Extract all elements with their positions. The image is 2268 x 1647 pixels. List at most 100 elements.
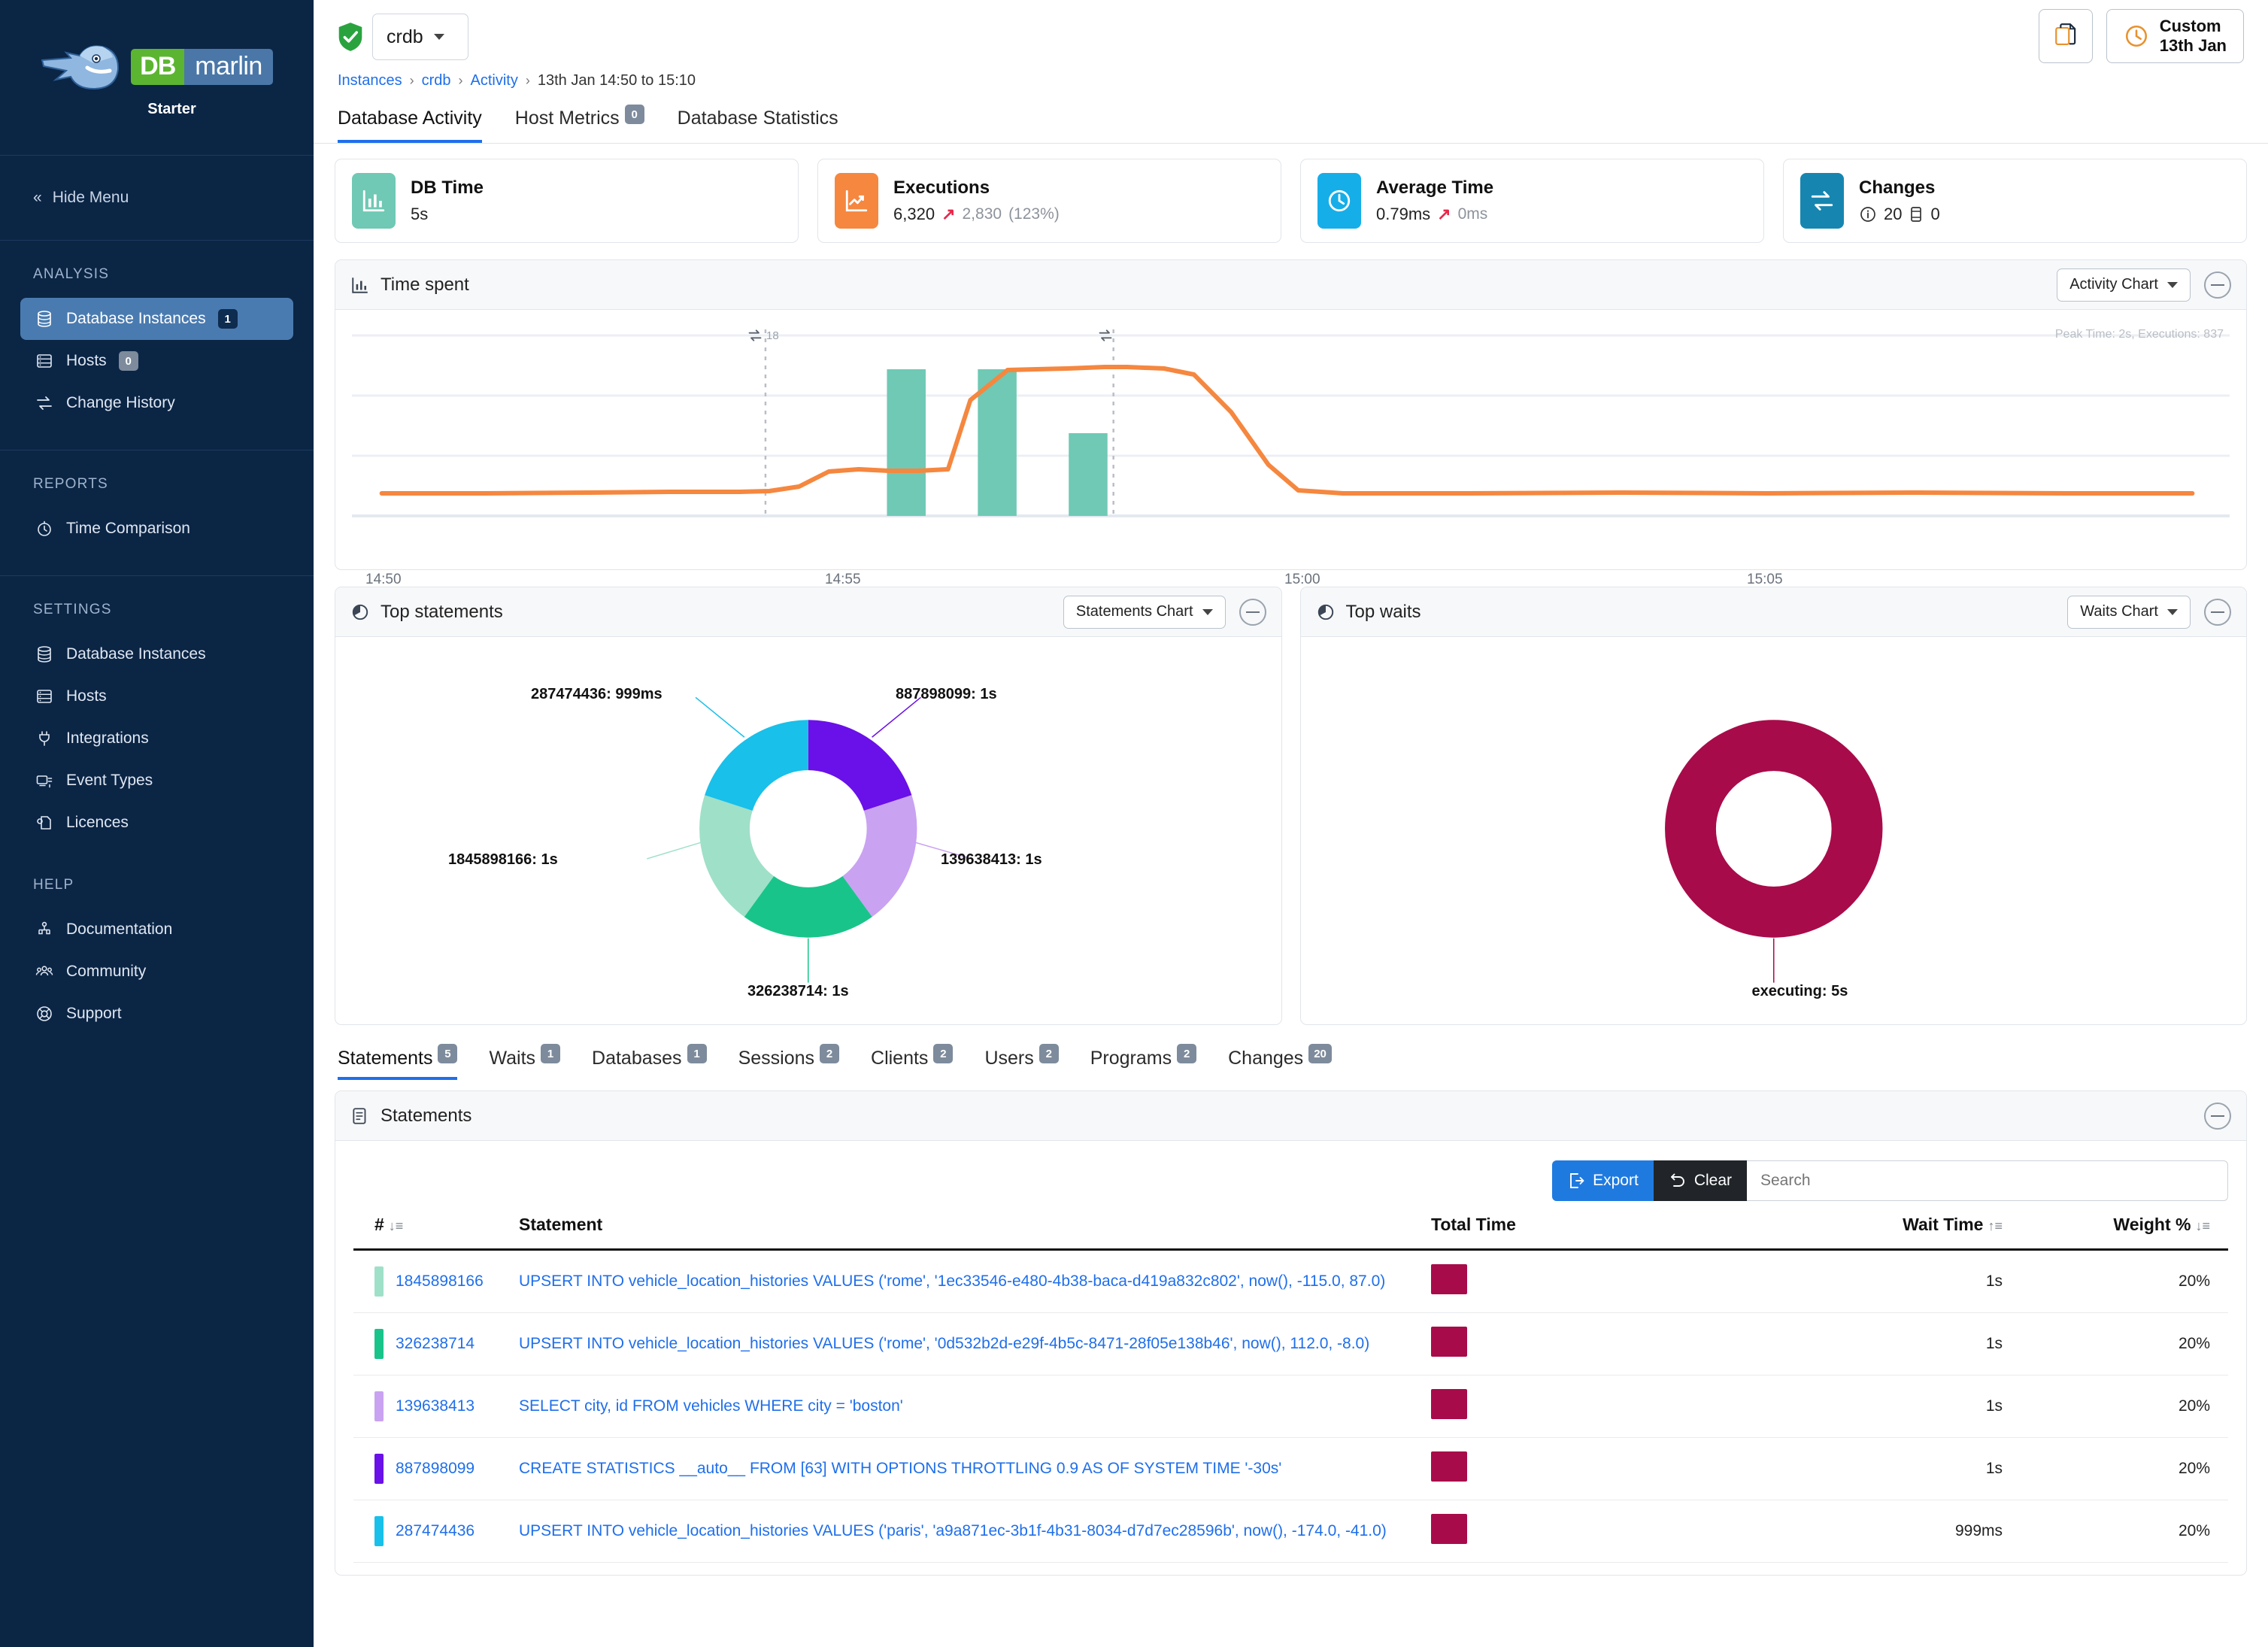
color-chip: [374, 1266, 384, 1297]
subtab-clients[interactable]: Clients 2: [871, 1044, 954, 1080]
cell-index: 887898099: [353, 1437, 519, 1500]
col-weight[interactable]: Weight % ↓≡: [2003, 1215, 2228, 1251]
subtab-waits[interactable]: Waits 1: [489, 1044, 561, 1080]
instance-row: crdb: [338, 14, 2244, 60]
copy-icon: [2054, 23, 2075, 46]
subtab-statements[interactable]: Statements 5: [338, 1044, 458, 1080]
sidebar-item-support[interactable]: Support: [20, 993, 293, 1035]
tab-database-activity[interactable]: Database Activity: [338, 108, 482, 143]
export-button[interactable]: Export: [1552, 1160, 1654, 1201]
total-time-cell: [1431, 1437, 1754, 1500]
sidebar-item-community[interactable]: Community: [20, 951, 293, 993]
hide-menu-button[interactable]: « Hide Menu: [0, 156, 314, 241]
change-marker-1[interactable]: 18: [746, 328, 779, 343]
clear-button[interactable]: Clear: [1653, 1160, 1747, 1201]
subtab-programs[interactable]: Programs 2: [1090, 1044, 1197, 1080]
breadcrumb-instance[interactable]: crdb: [421, 72, 451, 89]
subtab-label: Users: [984, 1048, 1034, 1069]
table-row[interactable]: 1845898166 UPSERT INTO vehicle_location_…: [353, 1249, 2228, 1313]
table-row[interactable]: 887898099 CREATE STATISTICS __auto__ FRO…: [353, 1437, 2228, 1500]
collapse-statements-button[interactable]: [2204, 1102, 2231, 1130]
change-marker-2[interactable]: [1096, 328, 1114, 347]
kpi-changes[interactable]: Changes 20 0: [1783, 159, 2247, 243]
statement-text[interactable]: UPSERT INTO vehicle_location_histories V…: [519, 1500, 1431, 1563]
subtab-sessions[interactable]: Sessions 2: [738, 1044, 840, 1080]
copy-button[interactable]: [2038, 9, 2093, 63]
top-waits-donut[interactable]: executing: 5s: [1301, 637, 2247, 1024]
weight-cell: 20%: [2003, 1500, 2228, 1563]
brand-logo[interactable]: DB marlin Starter: [0, 0, 314, 156]
col-weight-label: Weight %: [2113, 1215, 2191, 1234]
sidebar-item-database-instances[interactable]: Database Instances 1: [20, 298, 293, 340]
statement-id[interactable]: 326238714: [396, 1335, 475, 1352]
col-wait-time[interactable]: Wait Time ↑≡: [1754, 1215, 2003, 1251]
breadcrumb-instances[interactable]: Instances: [338, 72, 402, 89]
peak-note: Peak Time: 2s, Executions: 837: [2054, 328, 2224, 341]
sidebar-item-licences[interactable]: Licences: [20, 802, 293, 844]
kpi-db-time[interactable]: DB Time 5s: [335, 159, 799, 243]
brand-edition: Starter: [147, 100, 196, 117]
sidebar-heading-reports: REPORTS: [33, 476, 108, 492]
top-statements-donut[interactable]: 887898099: 1s 139638413: 1s 326238714: 1…: [335, 637, 1281, 1024]
sidebar-item-hosts[interactable]: Hosts 0: [20, 340, 293, 382]
wait-time-cell: 999ms: [1754, 1500, 2003, 1563]
statement-id[interactable]: 139638413: [396, 1397, 475, 1415]
sidebar-item-time-comparison[interactable]: Time Comparison: [20, 508, 293, 550]
total-time-cell: [1431, 1249, 1754, 1313]
activity-chart-select[interactable]: Activity Chart: [2057, 268, 2191, 302]
statement-id[interactable]: 287474436: [396, 1522, 475, 1539]
color-chip: [374, 1454, 384, 1484]
time-spent-chart[interactable]: Peak Time: 2s, Executions: 837: [335, 310, 2246, 587]
plug-icon: [35, 729, 54, 748]
table-row[interactable]: 326238714 UPSERT INTO vehicle_location_h…: [353, 1312, 2228, 1376]
col-statement[interactable]: Statement: [519, 1215, 1431, 1251]
statement-text[interactable]: CREATE STATISTICS __auto__ FROM [63] WIT…: [519, 1437, 1431, 1500]
sidebar-item-label: Event Types: [66, 772, 153, 789]
sidebar-item-event-types[interactable]: Event Types: [20, 760, 293, 802]
statement-text[interactable]: SELECT city, id FROM vehicles WHERE city…: [519, 1375, 1431, 1438]
wait-time-cell: 1s: [1754, 1375, 2003, 1438]
waits-chart-select-label: Waits Chart: [2080, 603, 2158, 620]
waits-chart-select[interactable]: Waits Chart: [2067, 595, 2191, 629]
x-tick: 14:50: [365, 572, 402, 587]
search-input[interactable]: [1747, 1160, 2228, 1201]
col-index[interactable]: # ↓≡: [353, 1215, 519, 1251]
col-total-time-label: Total Time: [1431, 1215, 1516, 1234]
instance-selector[interactable]: crdb: [372, 14, 468, 60]
kpi-average-time[interactable]: Average Time 0.79ms ↗ 0ms: [1300, 159, 1764, 243]
subtab-users[interactable]: Users 2: [984, 1044, 1059, 1080]
collapse-top-waits-button[interactable]: [2204, 598, 2231, 626]
sidebar-item-documentation[interactable]: Documentation: [20, 908, 293, 951]
kpi-body: Executions 6,320 ↗ 2,830 (123%): [893, 177, 1060, 224]
sort-icon: ↑≡: [1988, 1218, 2003, 1233]
panel-title: Top waits: [1345, 601, 1421, 622]
tab-database-statistics[interactable]: Database Statistics: [678, 108, 838, 143]
secondary-tabs: Statements 5 Waits 1 Databases 1 Session…: [335, 1025, 2247, 1080]
total-time-bar: [1431, 1514, 1467, 1544]
statements-panel-header: Statements: [335, 1091, 2246, 1141]
table-row[interactable]: 139638413 SELECT city, id FROM vehicles …: [353, 1375, 2228, 1438]
statement-id[interactable]: 887898099: [396, 1460, 475, 1477]
table-row[interactable]: 287474436 UPSERT INTO vehicle_location_h…: [353, 1500, 2228, 1563]
wait-time-cell: 1s: [1754, 1437, 2003, 1500]
sidebar-item-settings-hosts[interactable]: Hosts: [20, 675, 293, 717]
breadcrumb: Instances › crdb › Activity › 13th Jan 1…: [338, 72, 2244, 89]
statements-chart-select[interactable]: Statements Chart: [1063, 595, 1226, 629]
time-range-button[interactable]: Custom 13th Jan: [2106, 9, 2244, 63]
sidebar-item-change-history[interactable]: Change History: [20, 382, 293, 424]
breadcrumb-activity[interactable]: Activity: [470, 72, 518, 89]
col-total-time[interactable]: Total Time: [1431, 1215, 1754, 1251]
collapse-time-spent-button[interactable]: [2204, 271, 2231, 299]
statement-id[interactable]: 1845898166: [396, 1272, 484, 1290]
subtab-databases[interactable]: Databases 1: [592, 1044, 707, 1080]
sidebar-item-integrations[interactable]: Integrations: [20, 717, 293, 760]
sidebar-item-settings-database-instances[interactable]: Database Instances: [20, 633, 293, 675]
index-cell-inner: 139638413: [353, 1391, 519, 1421]
statement-text[interactable]: UPSERT INTO vehicle_location_histories V…: [519, 1249, 1431, 1313]
collapse-top-statements-button[interactable]: [1239, 598, 1266, 626]
tab-host-metrics[interactable]: Host Metrics 0: [515, 105, 644, 143]
subtab-changes[interactable]: Changes 20: [1228, 1044, 1332, 1080]
kpi-executions[interactable]: Executions 6,320 ↗ 2,830 (123%): [817, 159, 1281, 243]
statement-text[interactable]: UPSERT INTO vehicle_location_histories V…: [519, 1312, 1431, 1376]
x-tick: 15:05: [1747, 572, 1783, 587]
